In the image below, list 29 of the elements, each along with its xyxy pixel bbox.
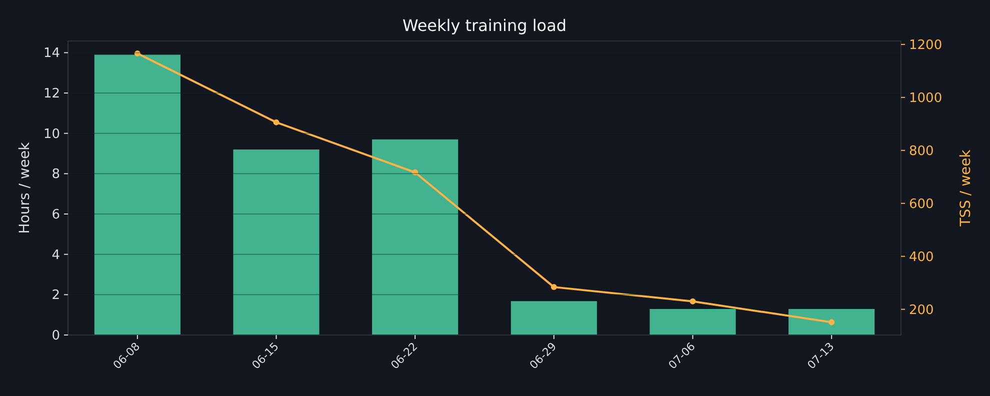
bar xyxy=(94,54,180,335)
point xyxy=(690,298,696,304)
y-tick-label: 2 xyxy=(52,288,60,304)
y2-tick-label: 1200 xyxy=(909,38,942,53)
bar xyxy=(233,149,320,335)
point xyxy=(134,50,140,56)
y-tick-label: 10 xyxy=(43,126,60,142)
bar xyxy=(650,308,736,335)
y-tick-label: 4 xyxy=(52,248,60,263)
y2-tick-label: 800 xyxy=(909,144,934,159)
bar xyxy=(788,308,875,335)
chart-title: Weekly training load xyxy=(402,16,567,35)
y2-tick-label: 400 xyxy=(909,250,934,265)
y2-tick-label: 600 xyxy=(909,196,934,212)
bar xyxy=(510,301,597,335)
y-tick-label: 8 xyxy=(52,167,60,182)
y2-axis-title: TSS / week xyxy=(958,148,974,228)
y-tick-label: 6 xyxy=(52,208,60,223)
y-axis-title: Hours / week xyxy=(17,141,33,234)
bar xyxy=(372,139,458,335)
point xyxy=(273,119,280,126)
y-tick-label: 14 xyxy=(43,46,60,62)
y-tick-label: 12 xyxy=(43,86,60,102)
point xyxy=(550,284,557,290)
point xyxy=(412,169,418,176)
point xyxy=(828,319,835,326)
y-tick-label: 0 xyxy=(52,328,60,344)
y2-tick-label: 200 xyxy=(909,302,934,318)
y2-tick-label: 1000 xyxy=(909,90,942,106)
